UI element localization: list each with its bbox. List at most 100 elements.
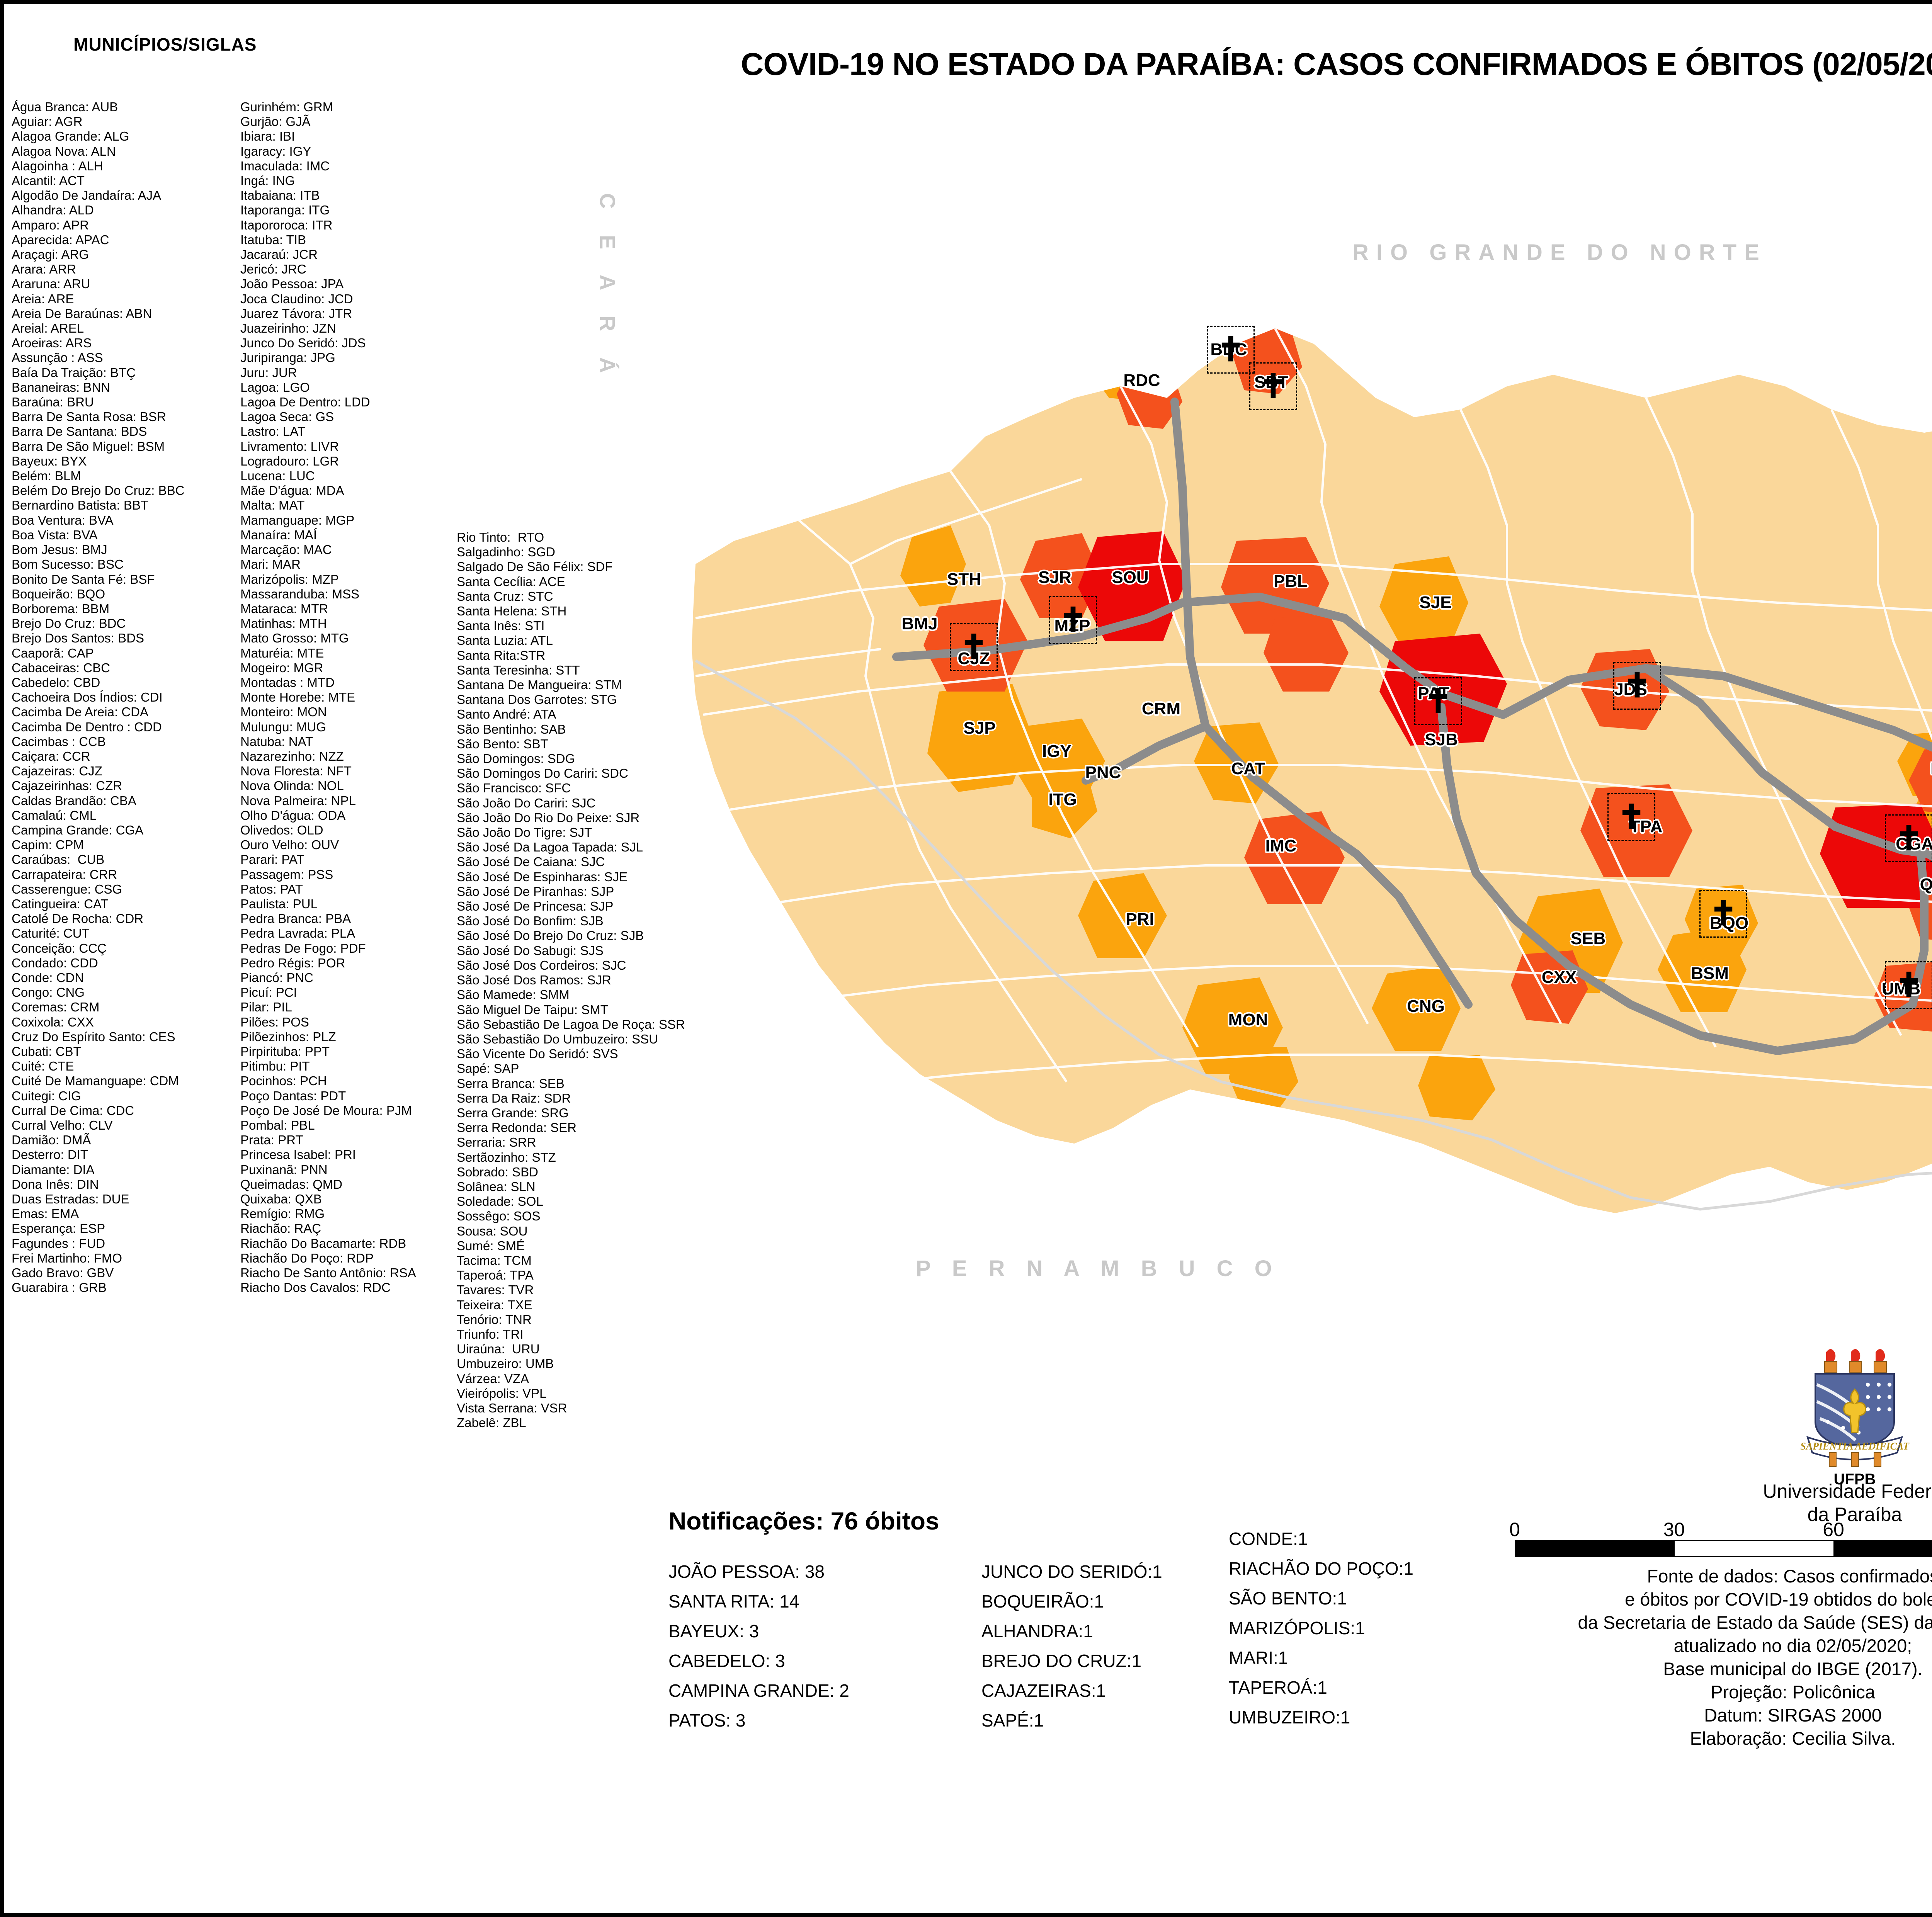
notificacao-item: RIACHÃO DO POÇO:1 [1229, 1558, 1413, 1579]
municipality-code-label: SJE [1419, 593, 1452, 612]
municipality-code-label: SJR [1038, 568, 1071, 587]
cross-icon: ✝ [1895, 819, 1923, 857]
obito-marker: ✝ [1607, 793, 1655, 841]
municipality-code-label: QMD [1920, 875, 1932, 894]
state-label-ceara: C E A R Á [595, 193, 620, 383]
municipality-code-label: CJZ [957, 649, 990, 668]
municipality-code-label: PAT [1418, 684, 1449, 703]
notificacoes-column-2: JUNCO DO SERIDÓ:1 BOQUEIRÃO:1 ALHANDRA:1 BR… [981, 1557, 1162, 1735]
scale-tick-label: 0 [1509, 1519, 1520, 1540]
notificacoes-title: Notificações: 76 óbitos [668, 1507, 939, 1535]
obito-marker: ✝ [1699, 890, 1747, 938]
municipality-code-label: BSM [1691, 964, 1729, 983]
notificacao-item: JOÃO PESSOA: 38 [668, 1562, 825, 1582]
municipality-code-label: CGA [1896, 834, 1932, 853]
notificacao-item: SANTA RITA: 14 [668, 1591, 799, 1611]
notificacao-item: CAJAZEIRAS:1 [981, 1681, 1106, 1701]
municipios-column-1: Água Branca: AUB Aguiar: AGR Alagoa Gran… [12, 100, 185, 1295]
cross-icon: ✝ [1424, 682, 1452, 720]
cross-icon: ✝ [1059, 601, 1087, 639]
notificacao-item: PATOS: 3 [668, 1710, 746, 1730]
municipality-code-label: PNC [1085, 763, 1121, 782]
obito-marker: ✝ [1249, 362, 1297, 410]
notificacao-item: BREJO DO CRUZ:1 [981, 1651, 1142, 1671]
obito-marker: ✝ [1613, 662, 1661, 710]
cross-icon: ✝ [1709, 895, 1738, 932]
municipality-code-label: RDC [1123, 371, 1160, 390]
municipality-code-label: CNG [1407, 997, 1445, 1016]
obito-marker: ✝ [1885, 961, 1932, 1009]
municipality-code-label: ESP [1930, 759, 1932, 778]
notificacao-item: SAPÉ:1 [981, 1710, 1044, 1730]
municipality-code-label: JDS [1614, 680, 1647, 699]
obito-marker: ✝ [950, 623, 998, 671]
municipality-code-label: STH [947, 570, 981, 589]
municipios-header: MUNICÍPIOS/SIGLAS [73, 34, 257, 54]
obito-marker: ✝ [1414, 677, 1462, 725]
municipality-code-label: TPA [1629, 817, 1663, 836]
ufpb-acronym: UFPB [1833, 1471, 1876, 1488]
municipality-code-label: BMJ [901, 614, 938, 633]
notificacoes-column-3: CONDE:1 RIACHÃO DO POÇO:1 SÃO BENTO:1 MARIZ… [1229, 1524, 1413, 1732]
page-title: COVID-19 NO ESTADO DA PARAÍBA: CASOS CON… [741, 47, 1932, 82]
map-svg [692, 328, 1932, 1213]
municipality-code-label: SJB [1425, 730, 1458, 749]
scale-bar: 03060120 Km [1509, 1518, 1932, 1557]
obito-marker: ✝ [1049, 596, 1097, 644]
scale-tick-label: 30 [1663, 1519, 1685, 1540]
municipality-code-label: BDC [1210, 340, 1247, 359]
municipality-code-label: MON [1228, 1010, 1268, 1029]
notificacao-item: MARIZÓPOLIS:1 [1229, 1618, 1365, 1638]
ufpb-crest-icon: SAPIENTIA AEDIFICAT [1800, 1349, 1910, 1467]
municipality-code-label: SBT [1254, 373, 1288, 392]
notificacao-item: ALHANDRA:1 [981, 1621, 1093, 1641]
notificacao-item: SÃO BENTO:1 [1229, 1588, 1347, 1608]
state-label-rio-grande-do-norte: RIO GRANDE DO NORTE [1352, 240, 1767, 265]
notificacao-item: BAYEUX: 3 [668, 1621, 759, 1641]
notificacao-item: CONDE:1 [1229, 1529, 1308, 1549]
state-boundary-lines [695, 659, 1932, 1211]
notificacao-item: TAPEROÁ:1 [1229, 1677, 1327, 1698]
notificacao-item: CAMPINA GRANDE: 2 [668, 1681, 849, 1701]
cross-icon: ✝ [1895, 966, 1923, 1004]
obito-marker: ✝ [1885, 814, 1932, 862]
notificacao-item: BOQUEIRÃO:1 [981, 1591, 1104, 1611]
municipality-code-label: PBL [1274, 572, 1308, 591]
notificacao-item: MARI:1 [1229, 1648, 1288, 1668]
municipality-code-label: ITG [1048, 790, 1077, 809]
municipality-code-label: IMC [1265, 836, 1297, 855]
cross-icon: ✝ [959, 628, 988, 666]
scale-bar-graphic [1515, 1540, 1932, 1557]
svg-text:SAPIENTIA AEDIFICAT: SAPIENTIA AEDIFICAT [1800, 1441, 1910, 1452]
paraiba-choropleth-map[interactable]: BDC SBT RDC STH SJR SOU BMJ MZP CJZ PBL SJE SJP CRM I… [580, 270, 1932, 1487]
highway-lines [892, 398, 1932, 1055]
ufpb-name: Universidade Federal da Paraíba [1763, 1480, 1932, 1525]
municipality-code-label: BQO [1709, 914, 1749, 933]
scale-tick-label: 60 [1823, 1519, 1844, 1540]
notificacao-item: JUNCO DO SERIDÓ:1 [981, 1562, 1162, 1582]
municipios-column-3: Rio Tinto: RTO Salgadinho: SGD Salgado D… [457, 530, 685, 1430]
municipality-code-label: IGY [1042, 742, 1071, 761]
municipality-code-label: CAT [1231, 759, 1265, 778]
municipality-code-label: UMB [1881, 979, 1921, 998]
municipality-code-label: CRM [1141, 699, 1181, 718]
notificacao-item: UMBUZEIRO:1 [1229, 1707, 1350, 1727]
obito-marker: ✝ [1207, 326, 1255, 374]
municipios-column-2: Gurinhém: GRM Gurjão: GJÃ Ibiara: IBI Ig… [240, 100, 416, 1295]
municipality-code-label: CXX [1541, 968, 1577, 987]
ufpb-logo: SAPIENTIA AEDIFICAT UFPB [1781, 1344, 1928, 1488]
source-note: Fonte de dados: Casos confirmados e óbit… [1578, 1566, 1932, 1749]
municipality-polygons [692, 328, 1932, 1213]
municipality-code-label: MZP [1054, 616, 1090, 635]
cross-icon: ✝ [1259, 367, 1287, 405]
cross-icon: ✝ [1617, 798, 1646, 836]
cross-icon: ✝ [1623, 667, 1651, 704]
municipality-code-label: SEB [1570, 929, 1606, 948]
notificacoes-column-1: JOÃO PESSOA: 38 SANTA RITA: 14 BAYEUX: 3 CA… [668, 1557, 849, 1735]
cross-icon: ✝ [1216, 331, 1245, 368]
state-label-pernambuco: P E R N A M B U C O [916, 1256, 1280, 1281]
municipality-code-label: SOU [1112, 568, 1149, 587]
municipality-code-label: SJP [963, 719, 996, 738]
notificacao-item: CABEDELO: 3 [668, 1651, 785, 1671]
scale-ticks: 03060120 [1509, 1518, 1932, 1540]
